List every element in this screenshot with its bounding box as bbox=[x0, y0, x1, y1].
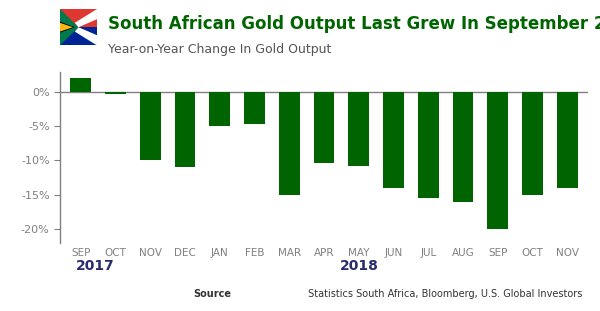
Polygon shape bbox=[75, 9, 97, 27]
Bar bbox=[279, 92, 299, 195]
Bar bbox=[209, 92, 230, 126]
Bar bbox=[522, 92, 543, 195]
Bar bbox=[175, 92, 196, 167]
Bar bbox=[557, 92, 578, 188]
Text: Statistics South Africa, Bloomberg, U.S. Global Investors: Statistics South Africa, Bloomberg, U.S.… bbox=[305, 289, 583, 299]
Bar bbox=[418, 92, 439, 198]
Bar bbox=[70, 78, 91, 92]
Bar bbox=[105, 92, 126, 94]
Bar bbox=[383, 92, 404, 188]
Bar bbox=[487, 92, 508, 229]
Bar bbox=[60, 27, 97, 45]
Bar bbox=[452, 92, 473, 202]
Text: 2018: 2018 bbox=[340, 259, 379, 273]
Polygon shape bbox=[60, 9, 79, 45]
Bar bbox=[244, 92, 265, 124]
Text: 2017: 2017 bbox=[76, 259, 115, 273]
Text: Year-on-Year Change In Gold Output: Year-on-Year Change In Gold Output bbox=[107, 43, 331, 56]
Bar bbox=[314, 92, 334, 163]
Polygon shape bbox=[60, 23, 73, 32]
Bar bbox=[349, 92, 369, 166]
Text: Source: Source bbox=[194, 289, 232, 299]
Text: South African Gold Output Last Grew In September 2017: South African Gold Output Last Grew In S… bbox=[107, 15, 600, 33]
Polygon shape bbox=[75, 27, 97, 45]
Polygon shape bbox=[60, 22, 75, 33]
Bar bbox=[140, 92, 161, 160]
Bar bbox=[60, 9, 97, 27]
